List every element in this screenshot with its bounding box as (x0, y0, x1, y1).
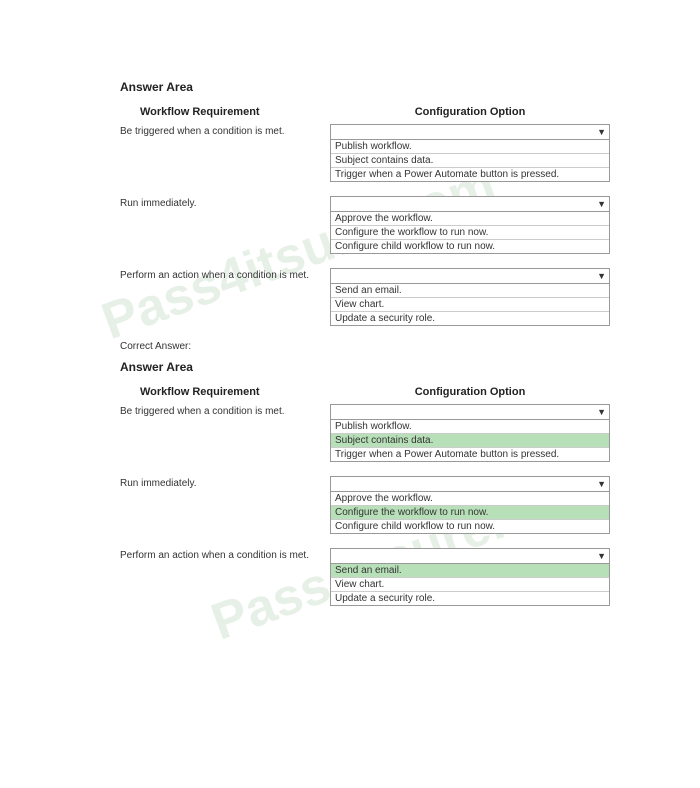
requirement-text: Perform an action when a condition is me… (120, 548, 330, 561)
chevron-down-icon: ▼ (597, 407, 606, 417)
dropdown-select[interactable]: ▼ (330, 476, 610, 492)
header-configuration-option: Configuration Option (330, 106, 610, 118)
dropdown-option[interactable]: Approve the workflow. (331, 492, 609, 505)
dropdown-option[interactable]: Publish workflow. (331, 140, 609, 153)
chevron-down-icon: ▼ (597, 271, 606, 281)
dropdown-option[interactable]: Approve the workflow. (331, 212, 609, 225)
dropdown-option[interactable]: Send an email. (331, 284, 609, 297)
answer-row: Run immediately. ▼ Approve the workflow.… (120, 476, 610, 534)
option-list: Approve the workflow. Configure the work… (330, 212, 610, 254)
question-row: Run immediately. ▼ Approve the workflow.… (120, 196, 610, 254)
dropdown-select[interactable]: ▼ (330, 196, 610, 212)
dropdown-option[interactable]: Publish workflow. (331, 420, 609, 433)
option-list: Publish workflow. Subject contains data.… (330, 420, 610, 462)
answer-header-row: Workflow Requirement Configuration Optio… (120, 386, 610, 398)
dropdown-select[interactable]: ▼ (330, 548, 610, 564)
answer-title: Answer Area (120, 360, 610, 374)
dropdown-option[interactable]: View chart. (331, 577, 609, 591)
chevron-down-icon: ▼ (597, 551, 606, 561)
dropdown-option[interactable]: Trigger when a Power Automate button is … (331, 447, 609, 461)
question-row: Be triggered when a condition is met. ▼ … (120, 124, 610, 182)
chevron-down-icon: ▼ (597, 479, 606, 489)
header-workflow-requirement: Workflow Requirement (120, 106, 330, 118)
dropdown-option[interactable]: Trigger when a Power Automate button is … (331, 167, 609, 181)
chevron-down-icon: ▼ (597, 199, 606, 209)
correct-answer-label: Correct Answer: (120, 341, 610, 352)
question-header-row: Workflow Requirement Configuration Optio… (120, 106, 610, 118)
option-list: Send an email. View chart. Update a secu… (330, 564, 610, 606)
question-title: Answer Area (120, 80, 610, 94)
dropdown-option[interactable]: Subject contains data. (331, 433, 609, 447)
requirement-text: Run immediately. (120, 196, 330, 209)
dropdown-option[interactable]: Update a security role. (331, 311, 609, 325)
dropdown-option[interactable]: Configure child workflow to run now. (331, 239, 609, 253)
question-row: Perform an action when a condition is me… (120, 268, 610, 326)
content-area: Answer Area Workflow Requirement Configu… (0, 0, 700, 660)
dropdown-option[interactable]: Update a security role. (331, 591, 609, 605)
dropdown-option[interactable]: View chart. (331, 297, 609, 311)
option-list: Send an email. View chart. Update a secu… (330, 284, 610, 326)
answer-row: Be triggered when a condition is met. ▼ … (120, 404, 610, 462)
dropdown-select[interactable]: ▼ (330, 124, 610, 140)
requirement-text: Run immediately. (120, 476, 330, 489)
dropdown-option[interactable]: Configure the workflow to run now. (331, 505, 609, 519)
header-workflow-requirement: Workflow Requirement (120, 386, 330, 398)
dropdown-option[interactable]: Send an email. (331, 564, 609, 577)
requirement-text: Be triggered when a condition is met. (120, 124, 330, 137)
option-list: Approve the workflow. Configure the work… (330, 492, 610, 534)
answer-row: Perform an action when a condition is me… (120, 548, 610, 606)
option-list: Publish workflow. Subject contains data.… (330, 140, 610, 182)
dropdown-select[interactable]: ▼ (330, 404, 610, 420)
chevron-down-icon: ▼ (597, 127, 606, 137)
header-configuration-option: Configuration Option (330, 386, 610, 398)
dropdown-select[interactable]: ▼ (330, 268, 610, 284)
requirement-text: Perform an action when a condition is me… (120, 268, 330, 281)
dropdown-option[interactable]: Configure the workflow to run now. (331, 225, 609, 239)
dropdown-option[interactable]: Configure child workflow to run now. (331, 519, 609, 533)
dropdown-option[interactable]: Subject contains data. (331, 153, 609, 167)
requirement-text: Be triggered when a condition is met. (120, 404, 330, 417)
